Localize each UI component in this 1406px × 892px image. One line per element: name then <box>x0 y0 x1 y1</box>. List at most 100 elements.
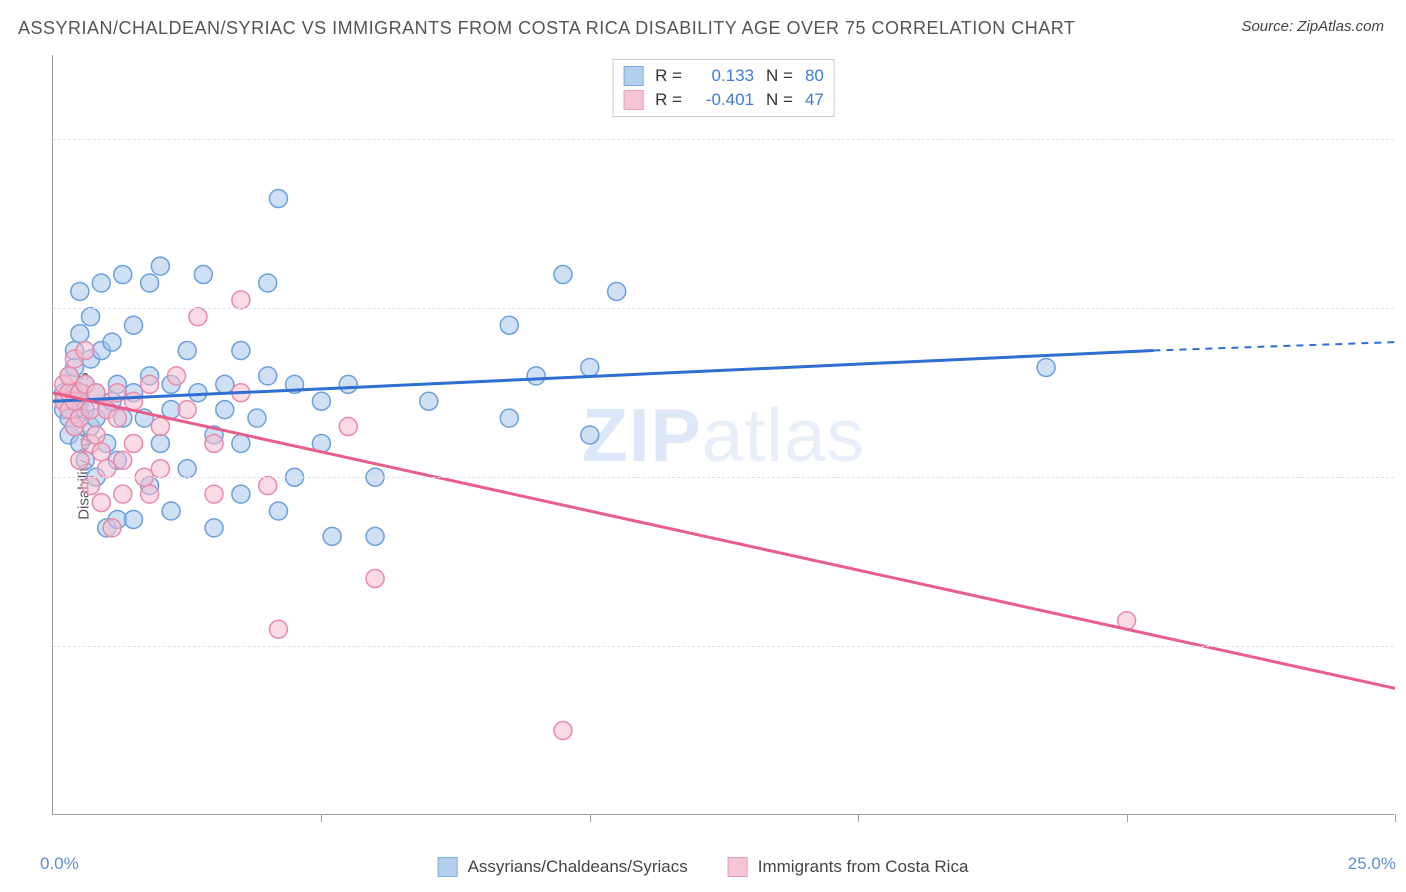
scatter-point <box>248 409 266 427</box>
scatter-point <box>527 367 545 385</box>
scatter-point <box>194 266 212 284</box>
legend-swatch <box>623 90 643 110</box>
n-value: 80 <box>805 64 824 88</box>
scatter-point <box>189 308 207 326</box>
legend-series-item: Immigrants from Costa Rica <box>728 857 969 877</box>
n-label: N = <box>766 64 793 88</box>
scatter-point <box>366 527 384 545</box>
chart-svg <box>53 55 1394 814</box>
scatter-point <box>554 266 572 284</box>
scatter-point <box>125 392 143 410</box>
scatter-point <box>339 375 357 393</box>
scatter-point <box>232 434 250 452</box>
scatter-point <box>259 367 277 385</box>
gridline <box>53 646 1394 647</box>
scatter-point <box>125 316 143 334</box>
n-value: 47 <box>805 88 824 112</box>
x-tick <box>858 814 859 822</box>
gridline <box>53 308 1394 309</box>
x-tick <box>1395 814 1396 822</box>
scatter-point <box>259 274 277 292</box>
x-tick <box>321 814 322 822</box>
scatter-point <box>71 325 89 343</box>
scatter-point <box>312 392 330 410</box>
scatter-point <box>323 527 341 545</box>
scatter-point <box>92 274 110 292</box>
x-tick <box>590 814 591 822</box>
scatter-point <box>151 434 169 452</box>
scatter-point <box>92 443 110 461</box>
scatter-point <box>151 257 169 275</box>
x-axis-max-label: 25.0% <box>1348 854 1396 874</box>
r-value: 0.133 <box>694 64 754 88</box>
scatter-point <box>125 510 143 528</box>
scatter-point <box>366 570 384 588</box>
scatter-point <box>581 426 599 444</box>
scatter-point <box>114 485 132 503</box>
gridline <box>53 477 1394 478</box>
scatter-point <box>92 494 110 512</box>
scatter-point <box>178 401 196 419</box>
plot-area: ZIPatlas R =0.133N =80R =-0.401N =47 20.… <box>52 55 1394 815</box>
scatter-point <box>581 358 599 376</box>
scatter-point <box>232 342 250 360</box>
scatter-point <box>1037 358 1055 376</box>
legend-correlation-row: R = -0.401 N = 47 <box>623 88 824 112</box>
r-value: -0.401 <box>694 88 754 112</box>
scatter-point <box>178 460 196 478</box>
scatter-point <box>141 375 159 393</box>
scatter-point <box>82 477 100 495</box>
scatter-point <box>269 190 287 208</box>
scatter-point <box>71 451 89 469</box>
legend-swatch <box>438 857 458 877</box>
scatter-point <box>162 502 180 520</box>
scatter-point <box>103 333 121 351</box>
legend-swatch <box>728 857 748 877</box>
scatter-point <box>108 409 126 427</box>
scatter-point <box>232 291 250 309</box>
source-attribution: Source: ZipAtlas.com <box>1241 18 1384 35</box>
scatter-point <box>269 620 287 638</box>
legend-series: Assyrians/Chaldeans/Syriacs Immigrants fr… <box>438 857 969 877</box>
scatter-point <box>98 460 116 478</box>
scatter-point <box>269 502 287 520</box>
scatter-point <box>232 485 250 503</box>
scatter-point <box>151 460 169 478</box>
scatter-point <box>71 282 89 300</box>
legend-correlation: R = 0.133 N = 80 R = -0.401 N = 47 <box>612 59 835 117</box>
scatter-point <box>167 367 185 385</box>
trend-line <box>53 393 1395 689</box>
scatter-point <box>178 342 196 360</box>
n-label: N = <box>766 88 793 112</box>
scatter-point <box>554 722 572 740</box>
scatter-point <box>87 426 105 444</box>
x-axis-min-label: 0.0% <box>40 854 79 874</box>
legend-swatch <box>623 66 643 86</box>
x-tick <box>1127 814 1128 822</box>
legend-series-item: Assyrians/Chaldeans/Syriacs <box>438 857 688 877</box>
scatter-point <box>259 477 277 495</box>
scatter-point <box>216 401 234 419</box>
scatter-point <box>60 367 78 385</box>
scatter-point <box>125 434 143 452</box>
legend-correlation-row: R = 0.133 N = 80 <box>623 64 824 88</box>
gridline <box>53 139 1394 140</box>
scatter-point <box>205 485 223 503</box>
legend-series-label: Immigrants from Costa Rica <box>758 857 969 877</box>
scatter-point <box>82 308 100 326</box>
scatter-point <box>141 485 159 503</box>
scatter-point <box>103 519 121 537</box>
trend-line-extrapolated <box>1153 342 1395 350</box>
scatter-point <box>114 266 132 284</box>
trend-line <box>53 351 1153 402</box>
scatter-point <box>216 375 234 393</box>
scatter-point <box>151 418 169 436</box>
r-label: R = <box>655 88 682 112</box>
chart-title: ASSYRIAN/CHALDEAN/SYRIAC VS IMMIGRANTS F… <box>18 18 1075 39</box>
scatter-point <box>114 451 132 469</box>
r-label: R = <box>655 64 682 88</box>
scatter-point <box>608 282 626 300</box>
scatter-point <box>339 418 357 436</box>
legend-series-label: Assyrians/Chaldeans/Syriacs <box>468 857 688 877</box>
scatter-point <box>420 392 438 410</box>
